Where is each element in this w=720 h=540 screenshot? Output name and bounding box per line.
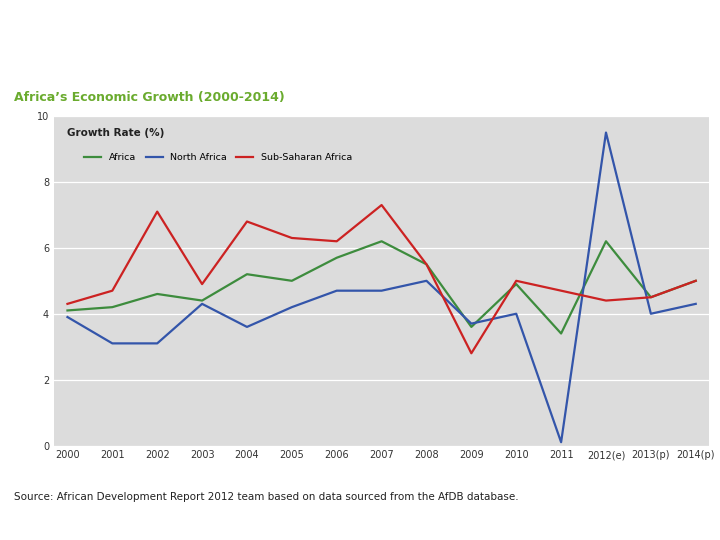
Text: Africa’s Economic Growth (2000-2014): Africa’s Economic Growth (2000-2014)	[14, 91, 285, 104]
Text: Growth Rate (%): Growth Rate (%)	[67, 127, 164, 138]
Text: Source: African Development Report 2012 team based on data sourced from the AfDB: Source: African Development Report 2012 …	[14, 492, 519, 502]
Legend: Africa, North Africa, Sub-Saharan Africa: Africa, North Africa, Sub-Saharan Africa	[81, 151, 355, 165]
Text: Economic growth – GDP and GDP per capita: Economic growth – GDP and GDP per capita	[32, 31, 712, 59]
